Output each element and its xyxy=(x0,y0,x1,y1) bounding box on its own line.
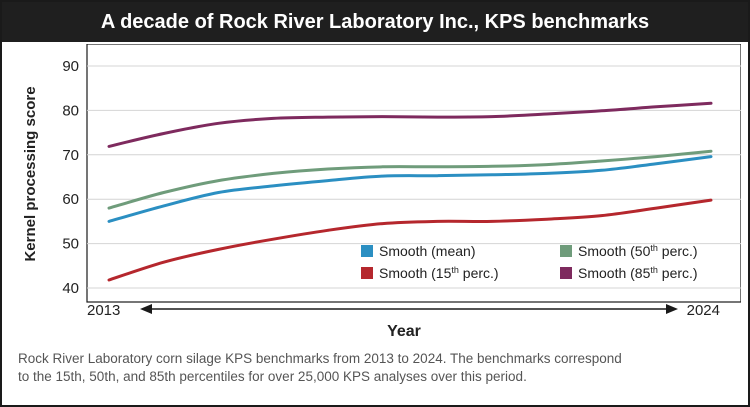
legend-item-50th: Smooth (50th perc.) xyxy=(560,243,698,259)
chart-plot: 40 50 60 70 80 90 Kernel processing score 201… xyxy=(9,44,741,349)
legend-label-85th: Smooth (85th perc.) xyxy=(578,265,698,281)
legend: Smooth (mean) Smooth (15th perc.) Smooth… xyxy=(361,243,698,281)
legend-item-mean: Smooth (mean) xyxy=(361,243,475,259)
x-tick-label-end: 2024 xyxy=(687,302,720,319)
legend-swatch-mean xyxy=(361,245,373,257)
y-tick-label-90: 90 xyxy=(62,58,79,75)
legend-item-85th: Smooth (85th perc.) xyxy=(560,265,698,281)
legend-item-15th: Smooth (15th perc.) xyxy=(361,265,499,281)
series-lines xyxy=(107,101,713,282)
x-tick-label-start: 2013 xyxy=(87,302,120,319)
caption-line-2: to the 15th, 50th, and 85th percentiles … xyxy=(18,369,527,384)
grid-lines xyxy=(87,65,741,289)
y-tick-label-70: 70 xyxy=(62,147,79,164)
chart-title: A decade of Rock River Laboratory Inc., … xyxy=(2,2,748,42)
series-line-85th xyxy=(107,101,713,148)
legend-label-mean: Smooth (mean) xyxy=(379,243,475,259)
legend-swatch-15th xyxy=(361,267,373,279)
legend-swatch-50th xyxy=(560,245,572,257)
series-line-mean xyxy=(107,155,713,223)
caption-line-1: Rock River Laboratory corn silage KPS be… xyxy=(18,351,622,366)
series-line-50th xyxy=(107,149,713,210)
chart-caption: Rock River Laboratory corn silage KPS be… xyxy=(18,350,738,386)
plot-area xyxy=(86,44,741,303)
y-tick-label-80: 80 xyxy=(62,102,79,119)
x-axis-label: Year xyxy=(387,323,421,340)
legend-swatch-85th xyxy=(560,267,572,279)
legend-label-15th: Smooth (15th perc.) xyxy=(379,265,499,281)
y-axis-label: Kernel processing score xyxy=(22,86,39,261)
y-tick-labels: 40 50 60 70 80 90 xyxy=(62,58,79,297)
y-tick-label-50: 50 xyxy=(62,236,79,253)
legend-label-50th: Smooth (50th perc.) xyxy=(578,243,698,259)
y-tick-label-40: 40 xyxy=(62,280,79,297)
series-line-15th xyxy=(107,198,713,282)
y-tick-label-60: 60 xyxy=(62,191,79,208)
year-range-arrow xyxy=(140,304,678,314)
